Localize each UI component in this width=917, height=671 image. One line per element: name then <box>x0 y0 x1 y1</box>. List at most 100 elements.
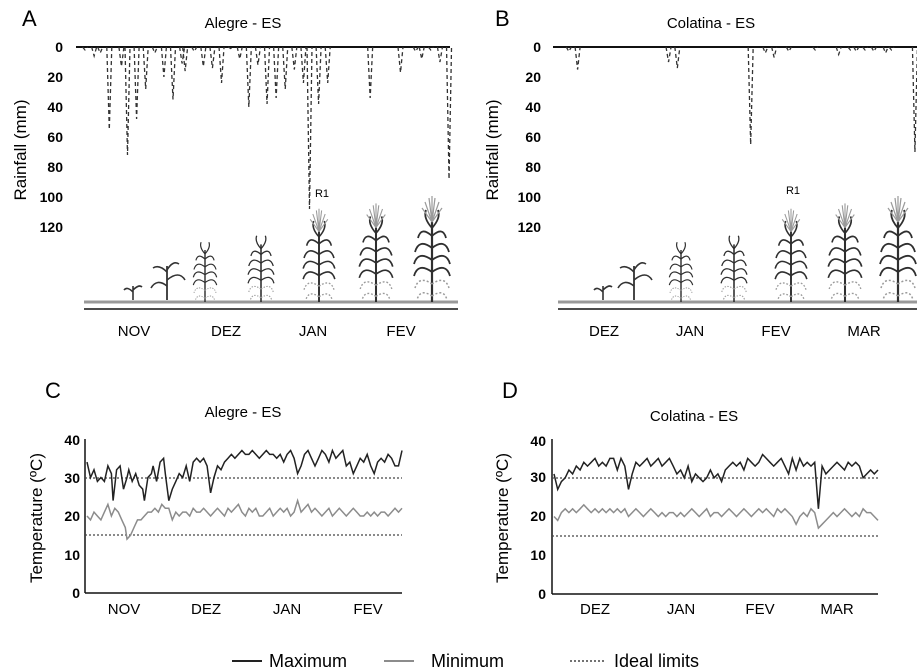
y-tick-label: 40 <box>64 432 80 448</box>
y-tick-label: 60 <box>525 129 541 145</box>
rainfall-spike <box>82 46 89 52</box>
rainfall-spike <box>227 46 234 50</box>
y-tick-label: 120 <box>40 219 64 235</box>
y-tick-label: 120 <box>518 219 542 235</box>
panel-b-title: Colatina - ES <box>667 15 755 32</box>
panel-b-yticks: 0 20 40 60 80 100 120 <box>518 39 542 235</box>
rainfall-spike <box>142 46 149 90</box>
y-tick-label: 100 <box>40 189 64 205</box>
rainfall-spike <box>888 46 895 52</box>
rainfall-spike <box>911 46 917 153</box>
rainfall-series-a <box>82 46 453 210</box>
y-tick-label: 0 <box>538 586 546 602</box>
month-label: JAN <box>273 601 301 618</box>
y-tick-label: 20 <box>530 508 546 524</box>
panel-c-letter: C <box>45 378 61 403</box>
rainfall-spike <box>747 46 754 145</box>
rainfall-spike <box>272 46 280 99</box>
y-tick-label: 20 <box>525 69 541 85</box>
rainfall-spike <box>427 46 434 52</box>
panel-c: C Alegre - ES Temperature (ºC) 0 10 20 3… <box>27 378 403 618</box>
y-tick-label: 100 <box>518 189 542 205</box>
panel-d-ylabel: Temperature (ºC) <box>493 453 512 583</box>
rainfall-spike <box>665 46 672 63</box>
month-label: MAR <box>820 601 854 618</box>
rainfall-spike <box>847 46 854 52</box>
panel-a-months: NOV DEZ JAN FEV <box>118 323 416 340</box>
plant-icon <box>150 261 186 301</box>
plant-growth-illustration <box>593 196 916 303</box>
rainfall-spike <box>835 46 842 57</box>
month-label: DEZ <box>580 601 610 618</box>
rainfall-spike <box>291 46 298 70</box>
rainfall-spike <box>236 46 243 60</box>
plant-icon <box>359 203 392 302</box>
rainfall-spike <box>853 46 860 53</box>
stage-label-r1: R1 <box>786 185 800 197</box>
stage-label-r1: R1 <box>315 188 329 200</box>
rainfall-spike <box>200 46 207 67</box>
rainfall-spike <box>169 46 177 100</box>
rainfall-spike <box>263 46 271 105</box>
rainfall-spike <box>324 46 331 84</box>
rainfall-spike <box>436 46 444 63</box>
y-tick-label: 80 <box>47 159 63 175</box>
rainfall-spike <box>282 46 289 90</box>
rainfall-spike <box>870 46 877 53</box>
panel-d-letter: D <box>502 378 518 403</box>
panel-b-ylabel: Rainfall (mm) <box>483 99 502 200</box>
rainfall-spike <box>181 46 189 72</box>
rainfall-spike <box>812 46 819 52</box>
month-label: FEV <box>761 323 790 340</box>
rainfall-spike <box>674 46 681 69</box>
panel-a-title: Alegre - ES <box>205 15 282 32</box>
rainfall-spike <box>133 46 140 120</box>
plant-growth-illustration <box>123 196 450 303</box>
legend-maximum-label: Maximum <box>269 651 347 671</box>
rainfall-spike <box>160 46 168 78</box>
legend: Maximum Minimum Ideal limits <box>232 651 699 671</box>
plant-icon <box>247 234 275 303</box>
rainfall-spike <box>151 46 158 55</box>
legend-ideal-label: Ideal limits <box>614 651 699 671</box>
rainfall-spike <box>300 46 307 84</box>
month-label: DEZ <box>589 323 619 340</box>
month-label: JAN <box>676 323 704 340</box>
month-label: DEZ <box>211 323 241 340</box>
rainfall-spike <box>191 46 198 53</box>
panel-d-title: Colatina - ES <box>650 408 738 425</box>
panel-c-months: NOV DEZ JAN FEV <box>108 601 383 618</box>
rainfall-spike <box>412 46 419 53</box>
month-label: JAN <box>667 601 695 618</box>
plant-icon <box>668 241 694 303</box>
panel-c-ylabel: Temperature (ºC) <box>27 453 46 583</box>
y-tick-label: 30 <box>530 469 546 485</box>
rainfall-spike <box>882 46 889 55</box>
month-label: FEV <box>353 601 382 618</box>
rainfall-spike <box>209 46 216 69</box>
y-tick-label: 60 <box>47 129 63 145</box>
rainfall-spike <box>306 46 313 210</box>
y-tick-label: 0 <box>533 39 541 55</box>
y-tick-label: 40 <box>47 99 63 115</box>
rainfall-spike <box>254 46 262 66</box>
rainfall-spike <box>762 46 769 55</box>
panel-d: D Colatina - ES Temperature (ºC) 0 10 20… <box>493 378 879 618</box>
rainfall-spike <box>106 46 113 130</box>
panel-a-ylabel: Rainfall (mm) <box>11 99 30 200</box>
rainfall-spike <box>97 46 104 55</box>
y-tick-label: 40 <box>530 433 546 449</box>
month-label: NOV <box>118 323 151 340</box>
panel-b-months: DEZ JAN FEV MAR <box>589 323 881 340</box>
month-label: MAR <box>847 323 881 340</box>
plant-icon <box>123 285 143 301</box>
rainfall-spike <box>218 46 225 84</box>
panel-d-yticks: 0 10 20 30 40 <box>530 433 546 602</box>
plant-icon <box>775 209 807 302</box>
rainfall-spike <box>397 46 404 73</box>
month-label: FEV <box>745 601 774 618</box>
plant-icon <box>828 203 861 302</box>
rainfall-spike <box>245 46 252 108</box>
plant-icon <box>414 196 450 302</box>
panel-c-title: Alegre - ES <box>205 404 282 421</box>
